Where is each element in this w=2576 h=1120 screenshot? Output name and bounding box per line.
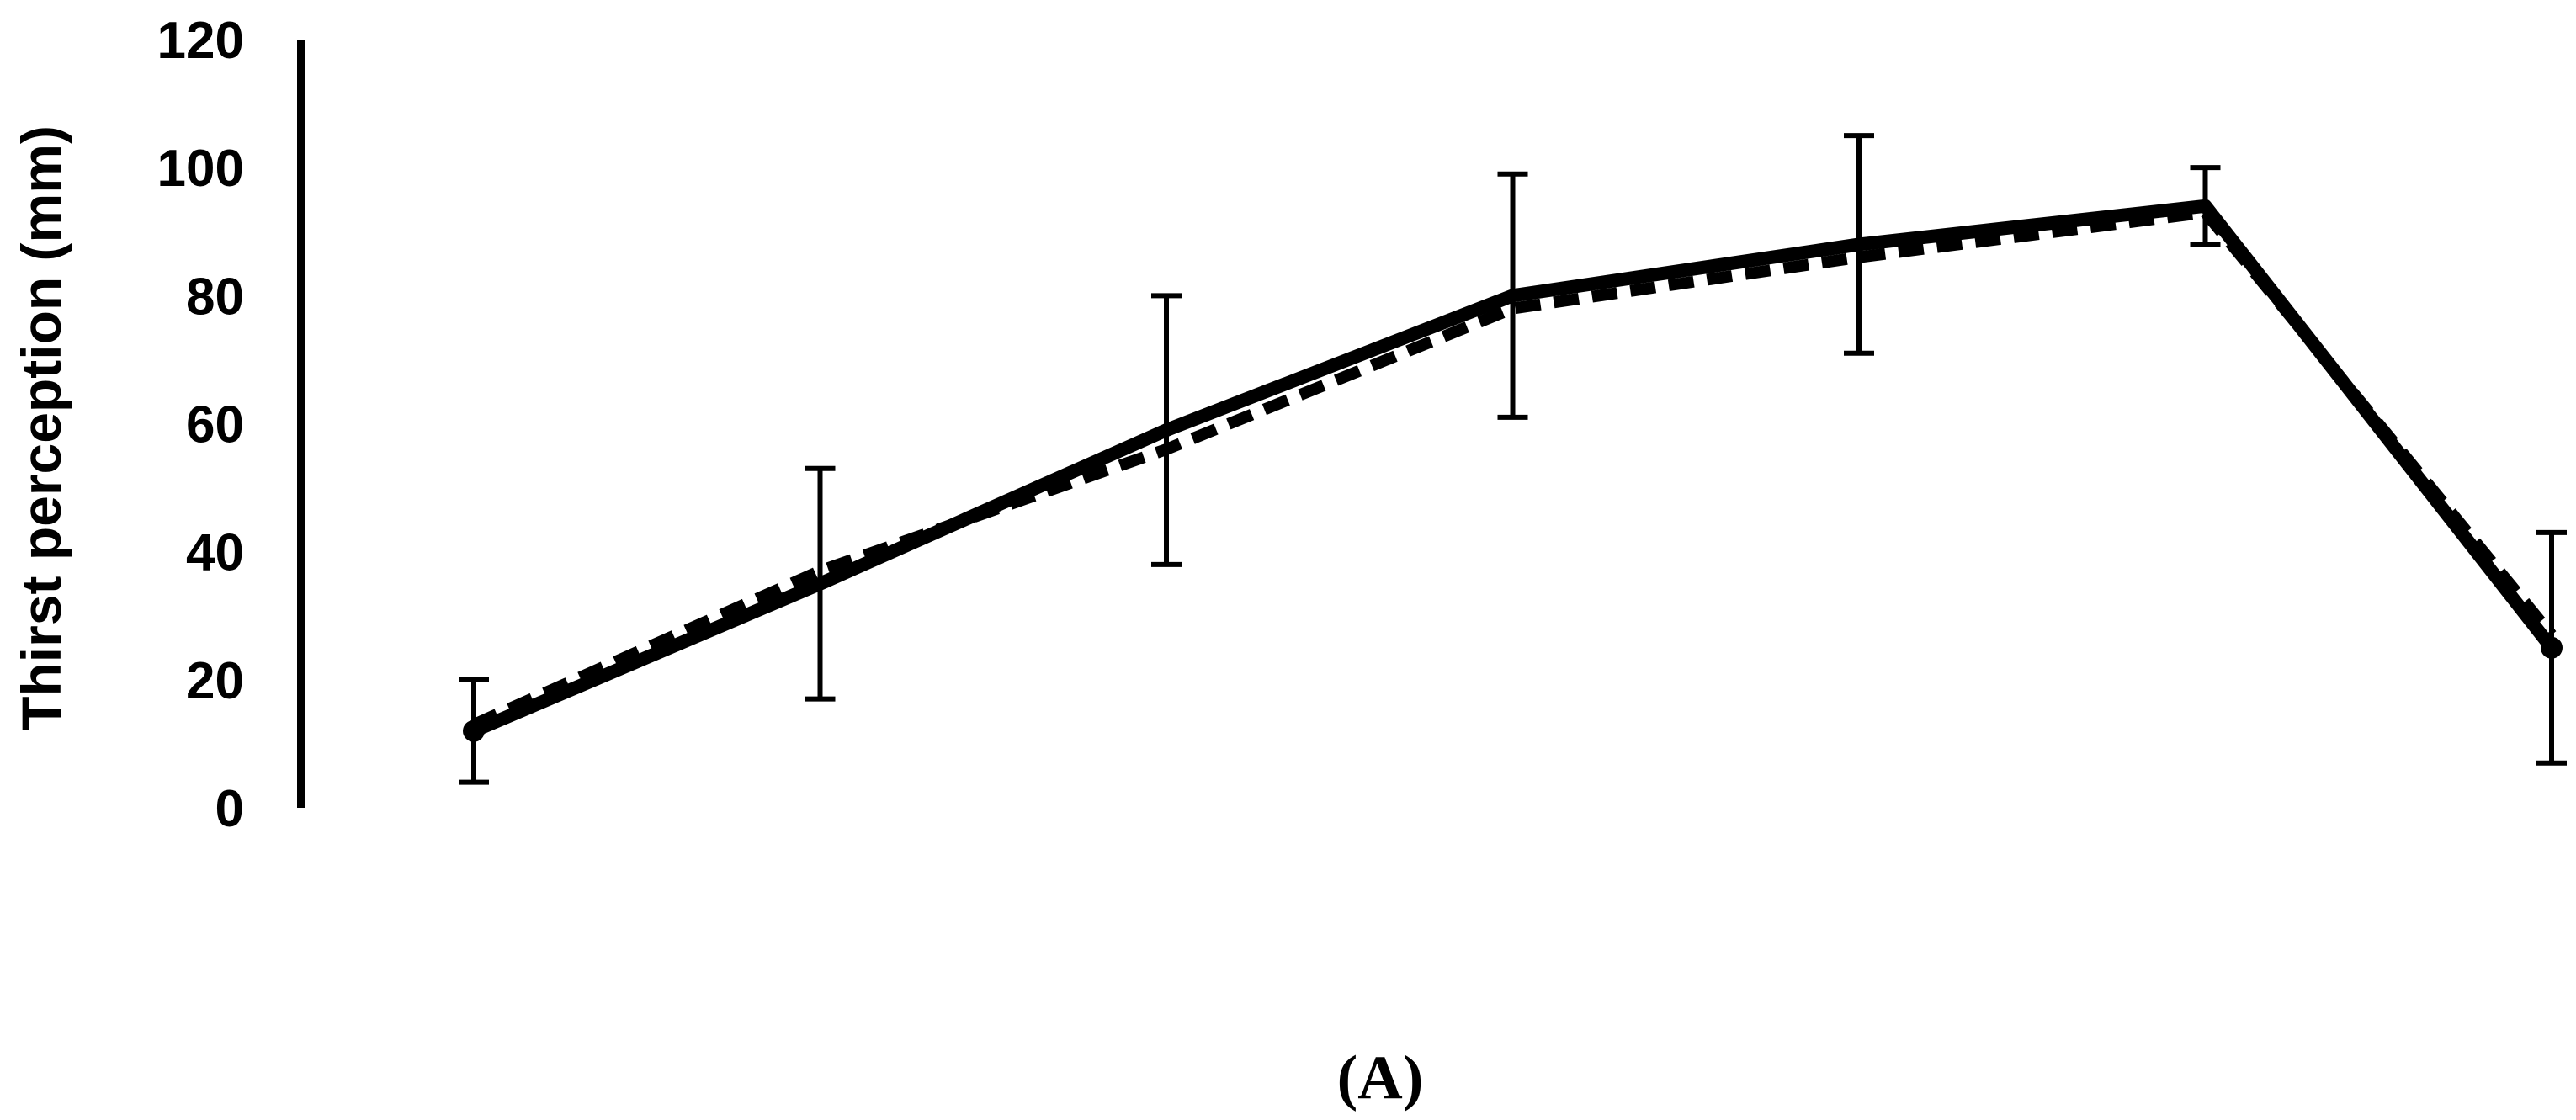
- y-tick-label: 80: [186, 268, 244, 326]
- error-bars: [459, 133, 2567, 785]
- y-tick-label: 60: [186, 396, 244, 454]
- panel-label: (A): [1337, 1043, 1424, 1112]
- y-tick-label: 20: [186, 652, 244, 710]
- series-layer: [463, 199, 2563, 742]
- y-tick-labels: 0 20 40 60 80 100 120: [157, 12, 244, 838]
- y-tick-label: 0: [215, 780, 244, 838]
- y-tick-label: 100: [157, 140, 244, 198]
- y-tick-label: 120: [157, 12, 244, 70]
- data-point: [2541, 636, 2563, 659]
- y-axis-title: Thirst perception (mm): [10, 125, 72, 730]
- series-line-solid: [470, 199, 2557, 738]
- y-axis: 0 20 40 60 80 100 120: [157, 12, 305, 838]
- y-tick-label: 40: [186, 524, 244, 582]
